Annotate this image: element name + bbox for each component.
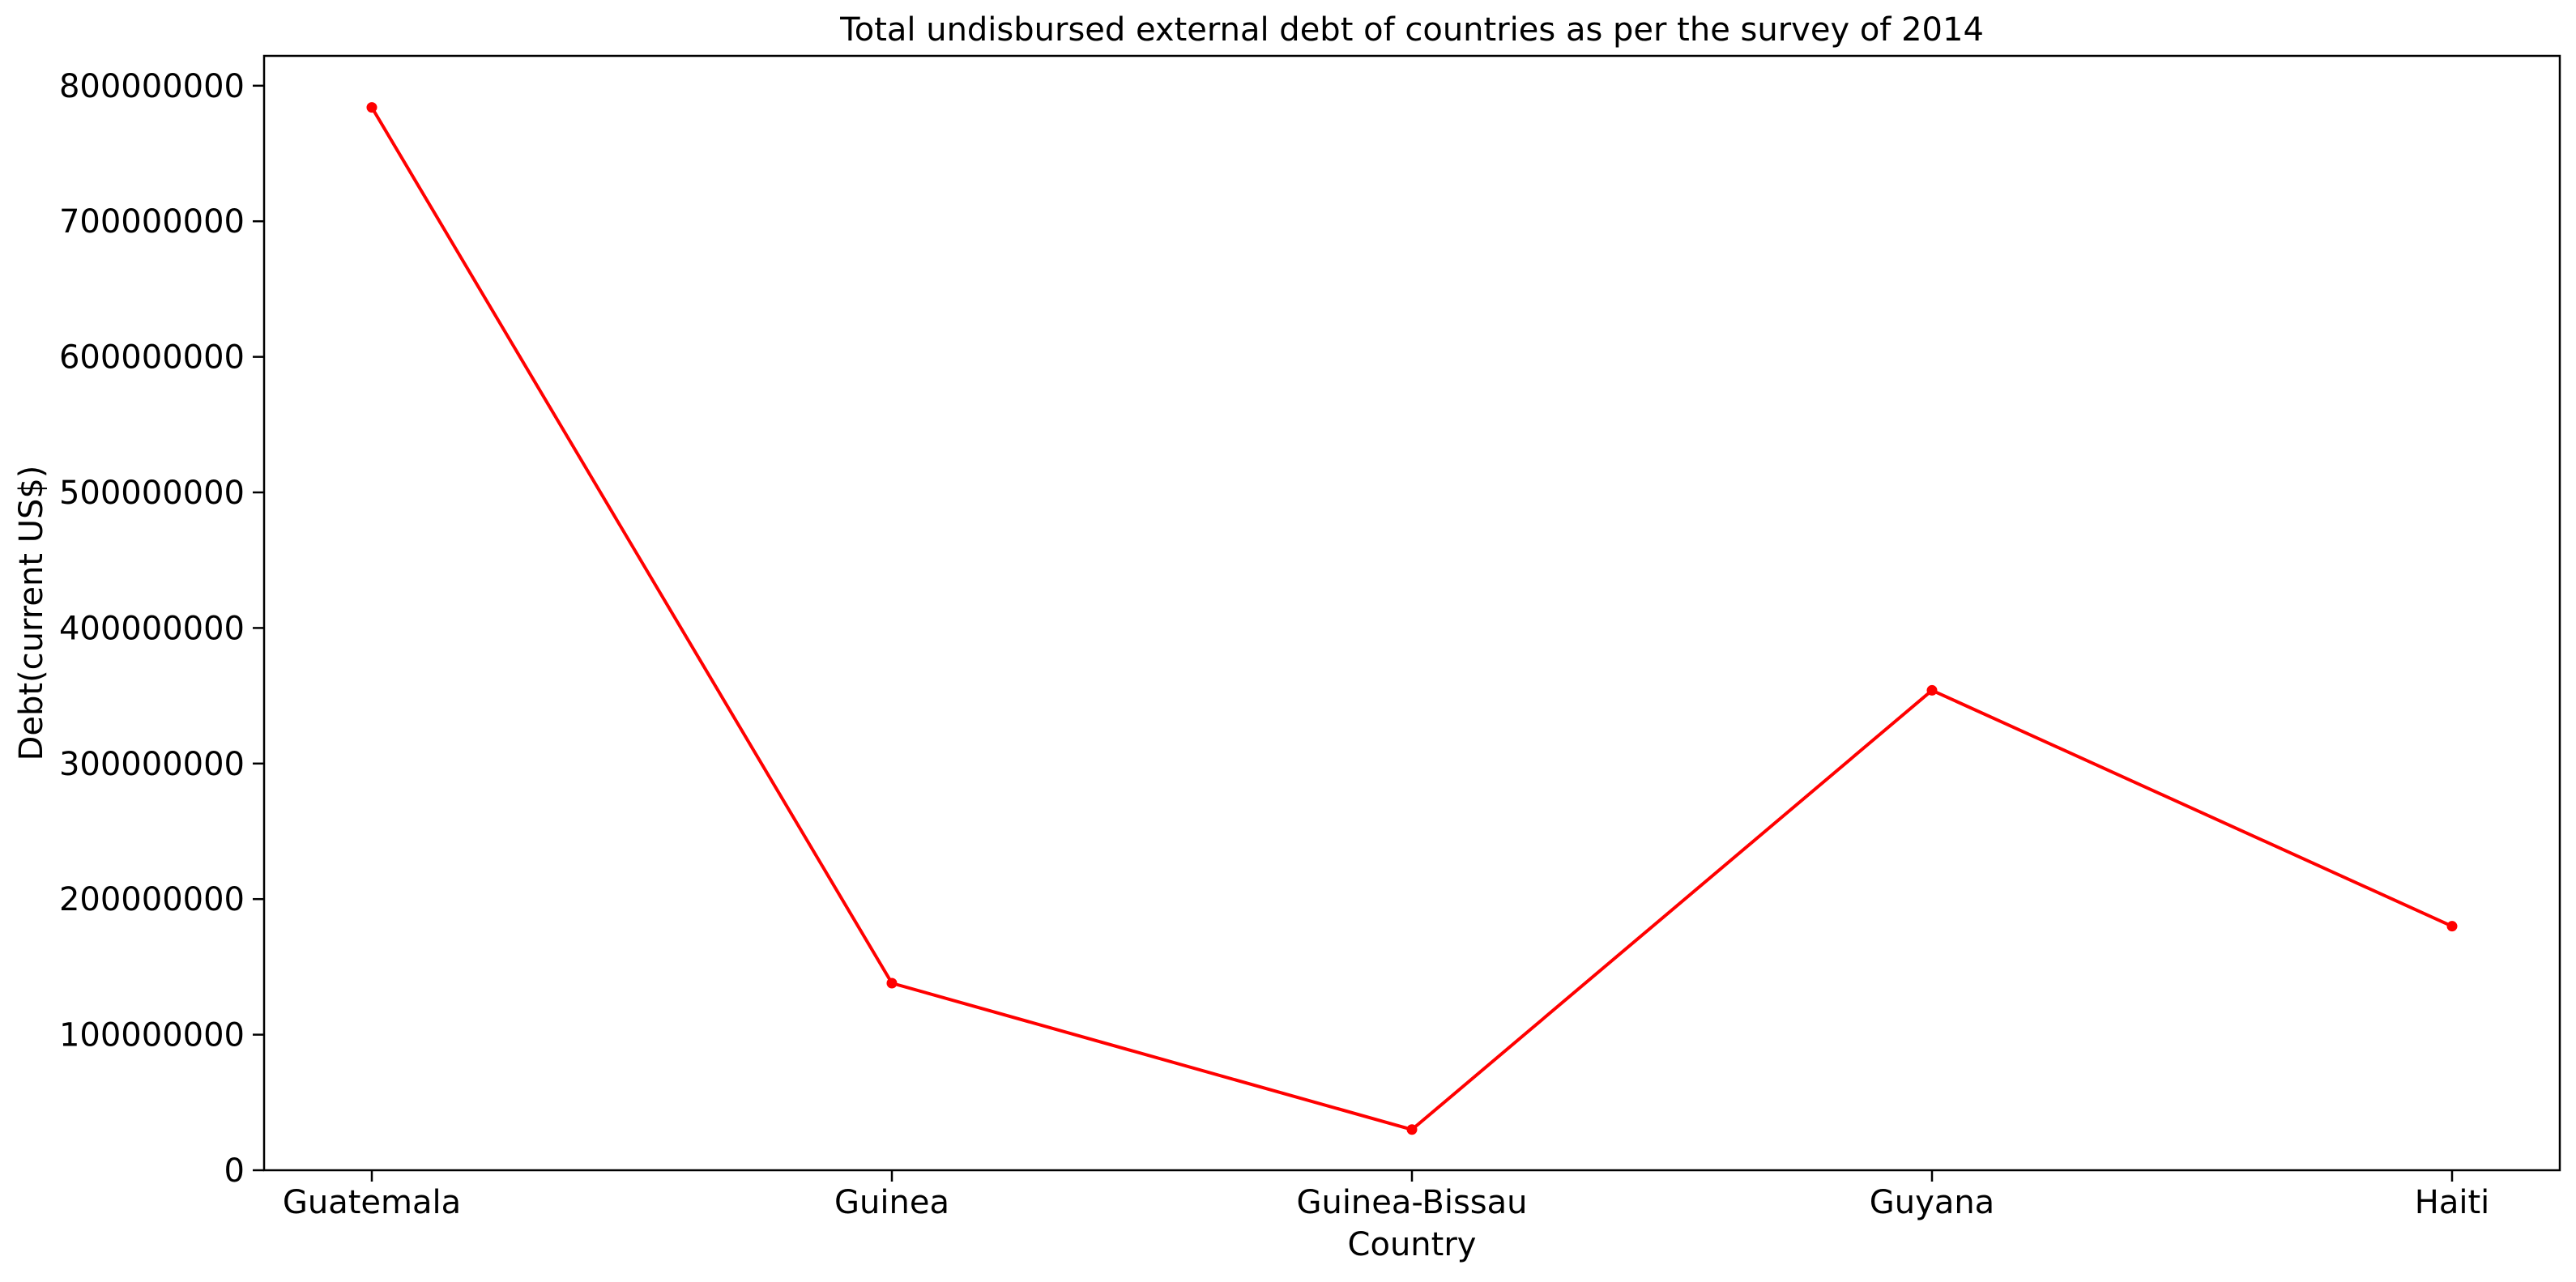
x-axis-label: Country: [1348, 1226, 1477, 1263]
data-point: [366, 102, 377, 113]
plot-frame: [262, 54, 2561, 1172]
x-tick-label: Guyana: [1870, 1184, 1994, 1221]
series-group: [366, 102, 2458, 1135]
data-point: [1406, 1124, 1418, 1135]
y-tick-label: 0: [224, 1152, 245, 1190]
y-tick-label: 300000000: [59, 746, 245, 783]
y-tick-label: 800000000: [59, 68, 245, 105]
x-tick-label: Guinea: [834, 1184, 949, 1221]
x-tick-label: Guatemala: [283, 1184, 461, 1221]
data-point: [1926, 684, 1938, 696]
x-tick-label: Haiti: [2415, 1184, 2490, 1221]
data-point: [886, 977, 898, 989]
y-tick-label: 500000000: [59, 475, 245, 512]
y-tick-label: 400000000: [59, 610, 245, 647]
chart-title: Total undisbursed external debt of count…: [839, 11, 1984, 49]
y-tick-label: 200000000: [59, 881, 245, 918]
y-tick-label: 700000000: [59, 203, 245, 241]
series-line: [370, 106, 2453, 1131]
x-axis: Guatemala Guinea Guinea-Bissau Guyana Haiti: [283, 1170, 2489, 1221]
data-point: [2446, 921, 2458, 932]
y-axis: 0 100000000 200000000 300000000 400000000 500…: [59, 68, 264, 1190]
y-tick-label: 600000000: [59, 339, 245, 377]
x-tick-label: Guinea-Bissau: [1296, 1184, 1527, 1221]
y-axis-label: Debt(current US$): [13, 466, 50, 761]
y-tick-label: 100000000: [59, 1017, 245, 1054]
